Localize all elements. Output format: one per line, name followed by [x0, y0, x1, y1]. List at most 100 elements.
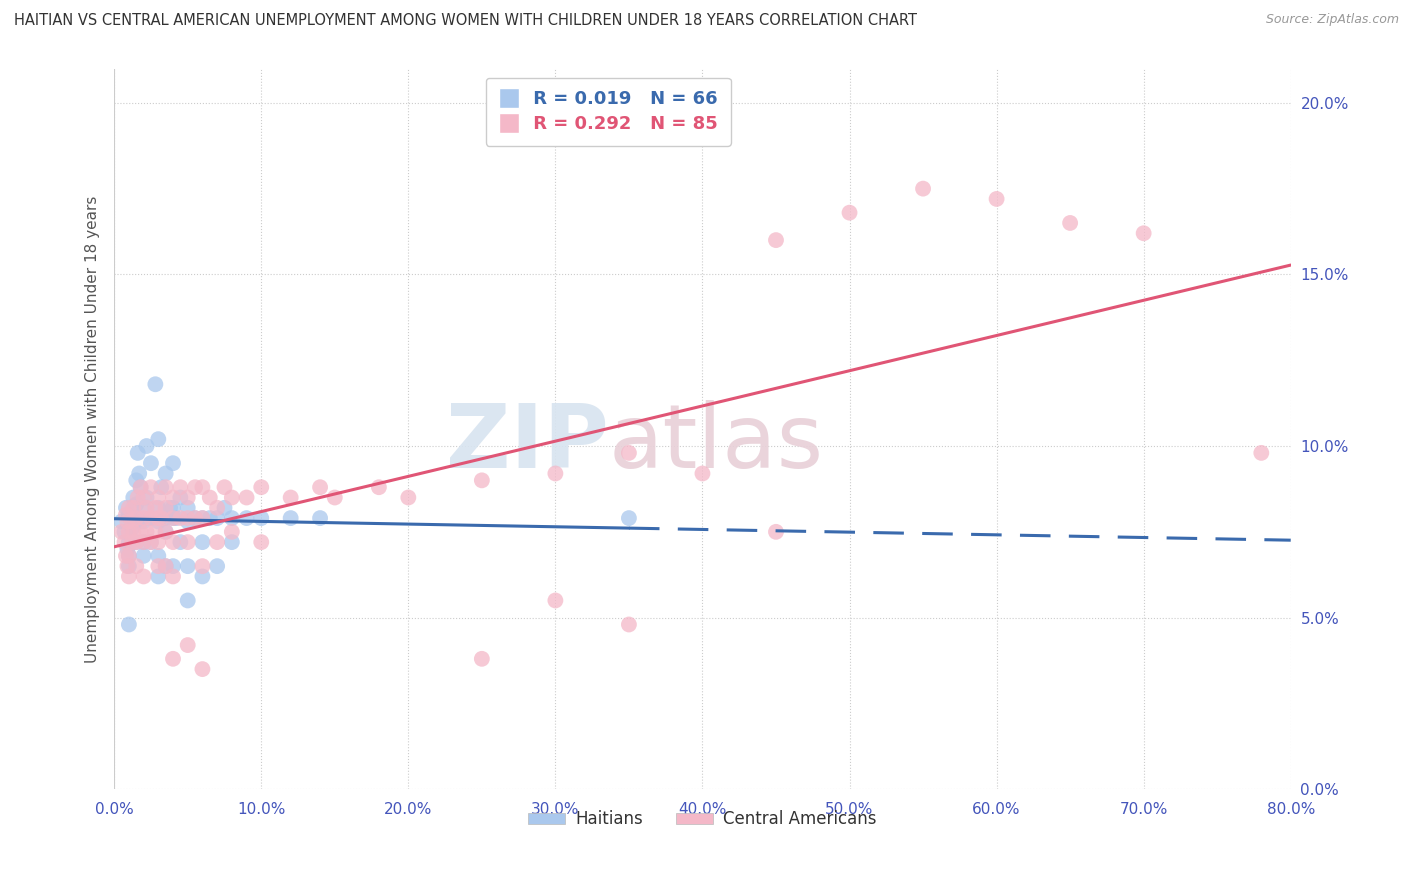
Point: [129, 480, 152, 494]
Point: [765, 233, 787, 247]
Point: [118, 535, 141, 549]
Point: [396, 491, 419, 505]
Point: [250, 480, 273, 494]
Text: atlas: atlas: [609, 400, 824, 487]
Point: [198, 511, 221, 525]
Point: [155, 559, 177, 574]
Point: [235, 511, 257, 525]
Point: [139, 480, 162, 494]
Point: [110, 524, 132, 539]
Point: [122, 491, 145, 505]
Point: [250, 511, 273, 525]
Point: [986, 192, 1008, 206]
Point: [169, 511, 191, 525]
Point: [838, 205, 860, 219]
Point: [125, 497, 148, 511]
Point: [912, 181, 935, 195]
Point: [125, 515, 148, 529]
Point: [132, 535, 155, 549]
Point: [148, 559, 170, 574]
Point: [169, 491, 191, 505]
Point: [135, 524, 157, 539]
Point: [155, 480, 177, 494]
Point: [221, 511, 243, 525]
Point: [148, 535, 170, 549]
Point: [117, 515, 139, 529]
Point: [127, 446, 149, 460]
Point: [177, 593, 200, 607]
Point: [162, 511, 184, 525]
Point: [177, 500, 200, 515]
Point: [191, 480, 214, 494]
Point: [184, 511, 207, 525]
Point: [129, 524, 152, 539]
Point: [129, 515, 152, 529]
Point: [162, 456, 184, 470]
Point: [250, 535, 273, 549]
Point: [177, 491, 200, 505]
Point: [125, 535, 148, 549]
Point: [118, 549, 141, 563]
Point: [125, 511, 148, 525]
Text: HAITIAN VS CENTRAL AMERICAN UNEMPLOYMENT AMONG WOMEN WITH CHILDREN UNDER 18 YEAR: HAITIAN VS CENTRAL AMERICAN UNEMPLOYMENT…: [14, 13, 917, 29]
Point: [139, 511, 162, 525]
Point: [221, 491, 243, 505]
Point: [191, 511, 214, 525]
Point: [125, 474, 148, 488]
Point: [169, 535, 191, 549]
Point: [122, 500, 145, 515]
Point: [205, 500, 228, 515]
Point: [205, 559, 228, 574]
Point: [121, 515, 143, 529]
Point: [162, 491, 184, 505]
Point: [148, 569, 170, 583]
Point: [132, 511, 155, 525]
Point: [177, 559, 200, 574]
Point: [115, 549, 138, 563]
Point: [150, 480, 173, 494]
Point: [205, 511, 228, 525]
Point: [184, 511, 207, 525]
Text: Source: ZipAtlas.com: Source: ZipAtlas.com: [1265, 13, 1399, 27]
Point: [129, 480, 152, 494]
Point: [155, 524, 177, 539]
Point: [191, 559, 214, 574]
Point: [148, 511, 170, 525]
Point: [145, 524, 167, 539]
Point: [165, 511, 187, 525]
Point: [471, 474, 494, 488]
Point: [132, 569, 155, 583]
Point: [118, 508, 141, 522]
Point: [150, 511, 173, 525]
Point: [162, 652, 184, 666]
Legend: Haitians, Central Americans: Haitians, Central Americans: [522, 804, 883, 835]
Point: [214, 480, 236, 494]
Point: [765, 524, 787, 539]
Point: [125, 535, 148, 549]
Point: [148, 491, 170, 505]
Point: [121, 511, 143, 525]
Point: [162, 569, 184, 583]
Point: [309, 511, 332, 525]
Point: [692, 467, 714, 481]
Point: [177, 535, 200, 549]
Point: [162, 559, 184, 574]
Point: [162, 511, 184, 525]
Point: [159, 500, 181, 515]
Point: [155, 467, 177, 481]
Point: [135, 500, 157, 515]
Point: [323, 491, 346, 505]
Point: [135, 439, 157, 453]
Point: [309, 480, 332, 494]
Point: [117, 559, 139, 574]
Point: [148, 432, 170, 446]
Point: [162, 500, 184, 515]
Point: [191, 535, 214, 549]
Point: [184, 480, 207, 494]
Point: [132, 500, 155, 515]
Point: [617, 446, 640, 460]
Point: [118, 569, 141, 583]
Point: [135, 491, 157, 505]
Point: [139, 535, 162, 549]
Point: [214, 500, 236, 515]
